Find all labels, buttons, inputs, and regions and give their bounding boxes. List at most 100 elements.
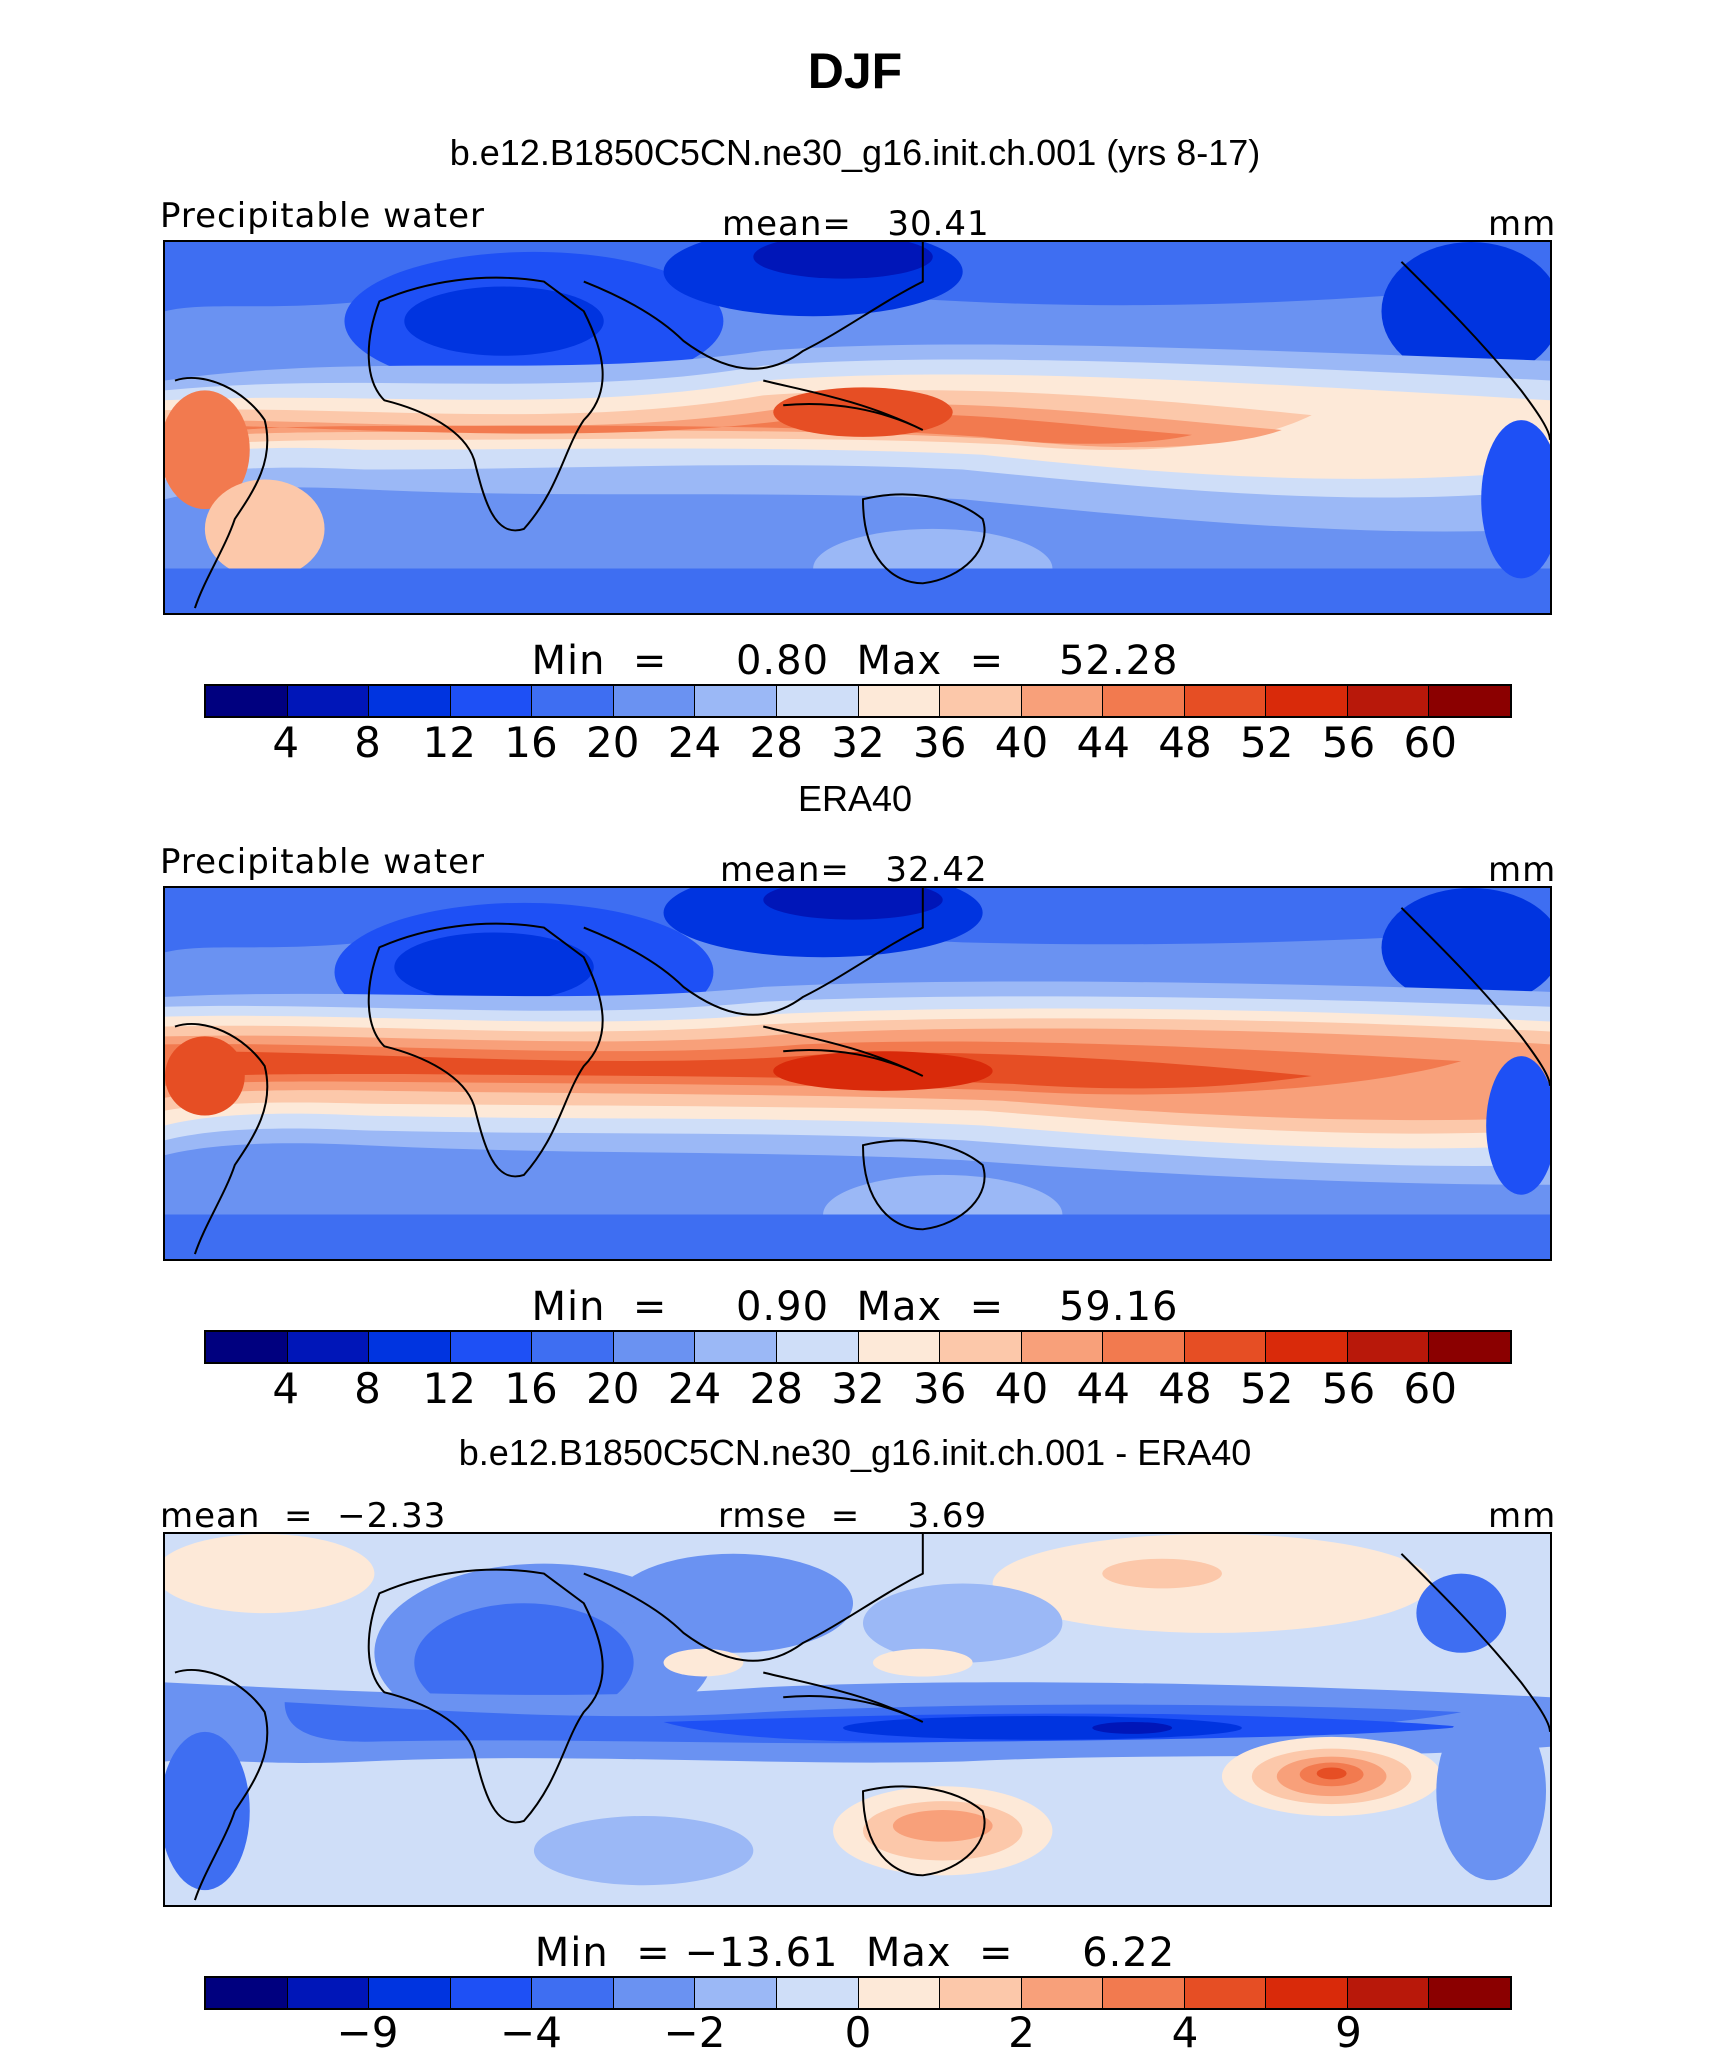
mean-label: mean= 30.41 (722, 204, 990, 244)
colorbar-tick-label: 40 (994, 1364, 1049, 1413)
colorbar-tick-label: 36 (913, 718, 967, 767)
colorbar-swatch (776, 1332, 859, 1362)
contour-map (163, 886, 1552, 1261)
colorbar-swatch (1021, 1332, 1104, 1362)
colorbar-swatch (287, 1978, 370, 2008)
max-label: Max = (856, 638, 1005, 684)
colorbar-tick-label: 24 (667, 718, 722, 767)
colorbar-swatch (1103, 686, 1185, 716)
colorbar-tick-label: −2 (663, 2008, 726, 2057)
colorbar-swatch (1184, 686, 1267, 716)
max-label: Max = (865, 1930, 1014, 1976)
max-value: 59.16 (1058, 1284, 1179, 1330)
colorbar-tick-label: 60 (1403, 718, 1457, 767)
colorbar-swatch (1184, 1332, 1267, 1362)
colorbar-swatch (1429, 1332, 1510, 1362)
panel-title: b.e12.B1850C5CN.ne30_g16.init.ch.001 - E… (458, 1432, 1252, 1473)
colorbar-swatch (1184, 1978, 1267, 2008)
max-label: Max = (856, 1284, 1005, 1330)
colorbar-tick-label: 52 (1240, 1364, 1294, 1413)
colorbar-tick-label: 2 (1008, 2008, 1035, 2057)
colorbar-swatch (1266, 1332, 1348, 1362)
colorbar-swatch (206, 686, 288, 716)
min-value: −13.61 (684, 1930, 839, 1976)
panel-title: b.e12.B1850C5CN.ne30_g16.init.ch.001 (yr… (449, 132, 1261, 173)
colorbar-tick-label: 9 (1335, 2008, 1362, 2057)
colorbar-tick-label: 0 (844, 2008, 872, 2057)
colorbar-swatch (695, 686, 777, 716)
colorbar-swatch (1266, 686, 1348, 716)
colorbar-tick-label: 8 (354, 718, 381, 767)
colorbar-ticks: 4 8 12 16 20 24 28 32 36 40 44 48 52 56 60 (204, 718, 1512, 768)
colorbar-tick-label: 20 (586, 1364, 640, 1413)
min-label: Min = (531, 638, 668, 684)
colorbar-swatch (450, 1978, 533, 2008)
variable-label: Precipitable water (160, 196, 486, 236)
colorbar-tick-label: 60 (1403, 1364, 1457, 1413)
colorbar-swatch (858, 686, 941, 716)
colorbar (204, 684, 1512, 718)
colorbar-swatch (1021, 686, 1104, 716)
colorbar-swatch (532, 1978, 614, 2008)
colorbar-tick-label: −4 (500, 2008, 562, 2057)
colorbar-tick-label: 4 (272, 718, 300, 767)
variable-label: Precipitable water (160, 842, 486, 882)
rmse-label: rmse = 3.69 (718, 1496, 988, 1536)
units-label: mm (1488, 850, 1557, 890)
colorbar-tick-label: 44 (1076, 718, 1130, 767)
units-label: mm (1488, 1496, 1557, 1536)
colorbar-tick-label: 56 (1321, 718, 1376, 767)
min-value: 0.80 (735, 638, 830, 684)
colorbar-swatch (532, 1332, 614, 1362)
colorbar-swatch (695, 1332, 777, 1362)
colorbar (204, 1976, 1512, 2010)
colorbar-swatch (613, 1332, 696, 1362)
colorbar-swatch (1103, 1978, 1185, 2008)
max-value: 52.28 (1058, 638, 1179, 684)
colorbar-tick-label: 48 (1158, 718, 1212, 767)
colorbar-tick-label: 20 (586, 718, 640, 767)
colorbar-tick-label: 4 (1171, 2008, 1199, 2057)
colorbar-tick-label: −9 (336, 2008, 399, 2057)
min-value: 0.90 (735, 1284, 830, 1330)
colorbar-swatch (450, 686, 533, 716)
min-label: Min = (534, 1930, 671, 1976)
colorbar-swatch (369, 1332, 451, 1362)
colorbar-tick-label: 52 (1240, 718, 1294, 767)
colorbar-swatch (613, 1978, 696, 2008)
colorbar-tick-label: 4 (272, 1364, 300, 1413)
colorbar-swatch (1429, 686, 1510, 716)
colorbar-swatch (1021, 1978, 1104, 2008)
colorbar-swatch (532, 686, 614, 716)
colorbar-tick-label: 28 (749, 1364, 803, 1413)
colorbar (204, 1330, 1512, 1364)
colorbar-swatch (206, 1978, 288, 2008)
colorbar-swatch (1103, 1332, 1185, 1362)
min-max-readout: Min = 0.80 Max = 52.28 (0, 638, 1710, 684)
colorbar-swatch (940, 686, 1022, 716)
colorbar-tick-label: 44 (1076, 1364, 1130, 1413)
colorbar-swatch (450, 1332, 533, 1362)
colorbar-swatch (613, 686, 696, 716)
mean-label: mean= 32.42 (720, 850, 988, 890)
colorbar-swatch (206, 1332, 288, 1362)
colorbar-tick-label: 24 (667, 1364, 722, 1413)
colorbar-tick-label: 36 (913, 1364, 967, 1413)
colorbar-tick-label: 32 (831, 1364, 885, 1413)
contour-map (163, 1532, 1552, 1907)
colorbar-swatch (287, 1332, 370, 1362)
colorbar-swatch (1347, 1978, 1430, 2008)
max-value: 6.22 (1082, 1930, 1176, 1976)
colorbar-swatch (1266, 1978, 1348, 2008)
colorbar-ticks: 4 8 12 16 20 24 28 32 36 40 44 48 52 56 60 (204, 1364, 1512, 1414)
min-max-readout: Min = −13.61 Max = 6.22 (0, 1930, 1710, 1976)
min-max-readout: Min = 0.90 Max = 59.16 (0, 1284, 1710, 1330)
colorbar-tick-label: 8 (354, 1364, 381, 1413)
colorbar-swatch (776, 686, 859, 716)
colorbar-tick-label: 16 (504, 1364, 558, 1413)
colorbar-swatch (1429, 1978, 1510, 2008)
colorbar-tick-label: 56 (1321, 1364, 1376, 1413)
colorbar-swatch (287, 686, 370, 716)
min-label: Min = (531, 1284, 668, 1330)
colorbar-swatch (369, 686, 451, 716)
